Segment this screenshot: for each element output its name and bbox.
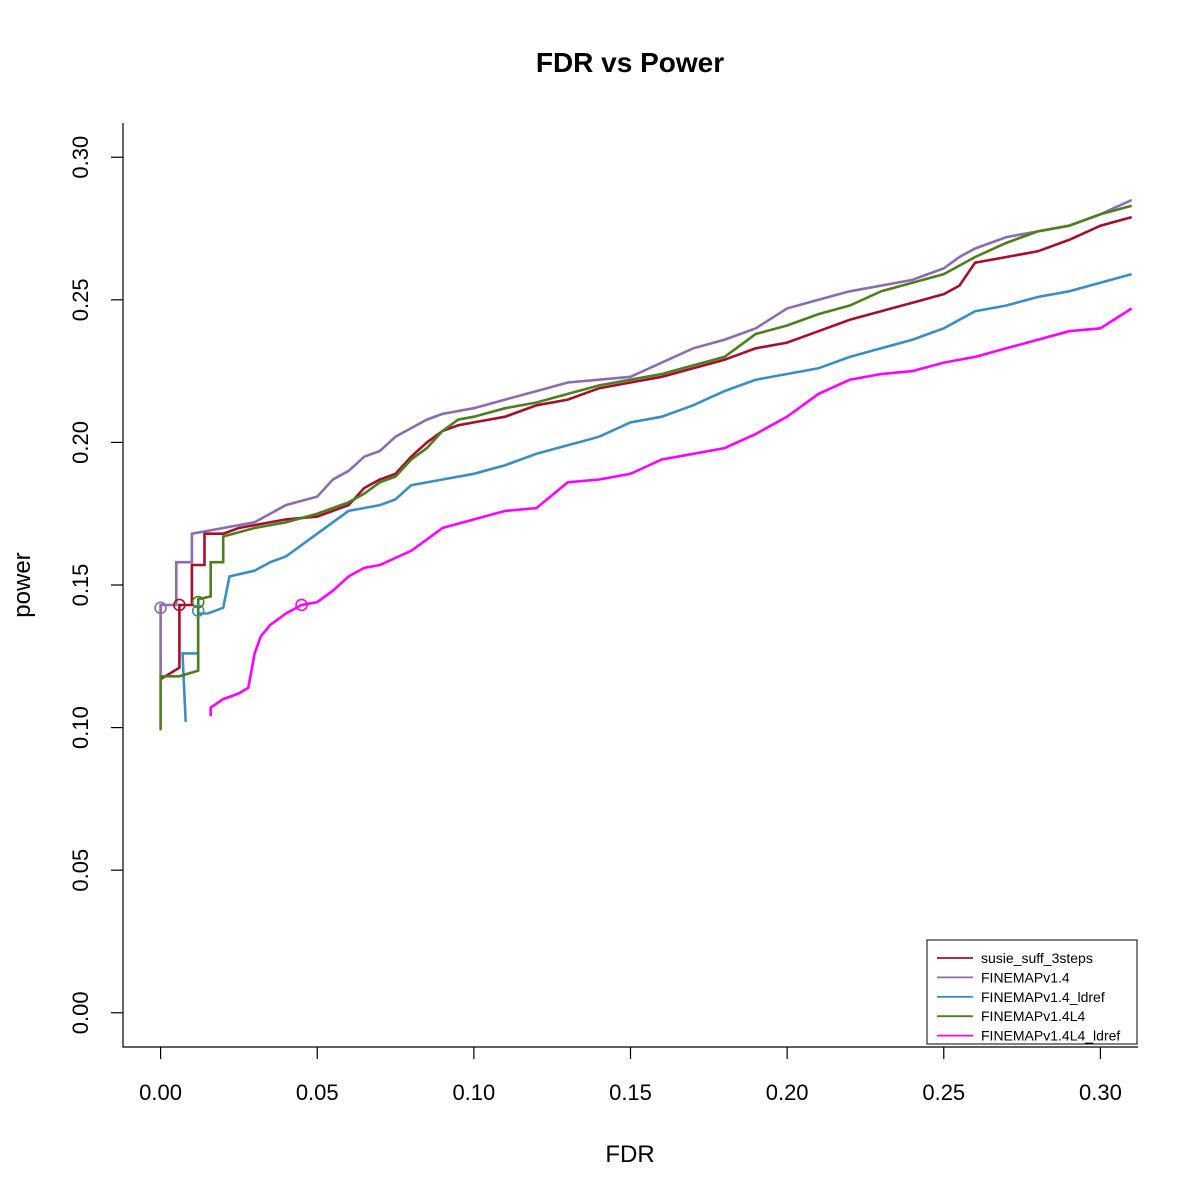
legend-label-1: FINEMAPv1.4 (981, 969, 1070, 985)
x-axis: 0.00 0.05 0.10 0.15 0.20 0.25 0.30 (139, 1047, 1122, 1105)
series-line-3 (159, 204, 1133, 731)
y-tick-label: 0.10 (68, 706, 93, 749)
legend-items: susie_suff_3steps FINEMAPv1.4 FINEMAPv1.4_… (937, 950, 1120, 1044)
y-tick-label: 0.30 (68, 136, 93, 179)
y-axis: 0.00 0.05 0.10 0.15 0.20 0.25 0.30 (68, 136, 123, 1034)
x-tick-label: 0.30 (1079, 1080, 1122, 1105)
series-marker-0 (173, 598, 186, 612)
legend-label-0: susie_suff_3steps (981, 950, 1093, 966)
legend-label-4: FINEMAPv1.4L4_ldref (981, 1028, 1120, 1044)
y-tick-label: 0.25 (68, 278, 93, 321)
series-marker-2 (191, 604, 205, 617)
y-tick-label: 0.00 (68, 991, 93, 1034)
series-layer (159, 198, 1133, 731)
series-line-4 (209, 307, 1133, 717)
series-line-1 (159, 198, 1133, 677)
x-tick-label: 0.25 (922, 1080, 965, 1105)
y-axis-label: power (9, 552, 36, 617)
chart-title: FDR vs Power (536, 47, 724, 78)
x-tick-label: 0.20 (766, 1080, 809, 1105)
x-tick-label: 0.00 (139, 1080, 182, 1105)
x-tick-label: 0.10 (452, 1080, 495, 1105)
series-line-0 (159, 215, 1133, 681)
series-marker-3 (191, 595, 205, 609)
plot-frame-left-bottom (122, 123, 1138, 1048)
y-tick-label: 0.20 (68, 421, 93, 464)
marker-layer (154, 595, 308, 617)
x-tick-label: 0.05 (296, 1080, 339, 1105)
y-tick-label: 0.15 (68, 564, 93, 607)
y-tick-label: 0.05 (68, 849, 93, 892)
series-line-2 (181, 272, 1133, 722)
legend: susie_suff_3steps FINEMAPv1.4 FINEMAPv1.4_… (926, 939, 1138, 1045)
series-marker-4 (295, 598, 308, 612)
x-tick-label: 0.15 (609, 1080, 652, 1105)
series-marker-1 (154, 601, 167, 615)
legend-label-3: FINEMAPv1.4L4 (981, 1008, 1085, 1024)
legend-label-2: FINEMAPv1.4_ldref (981, 989, 1105, 1005)
x-axis-label: FDR (605, 1141, 654, 1168)
